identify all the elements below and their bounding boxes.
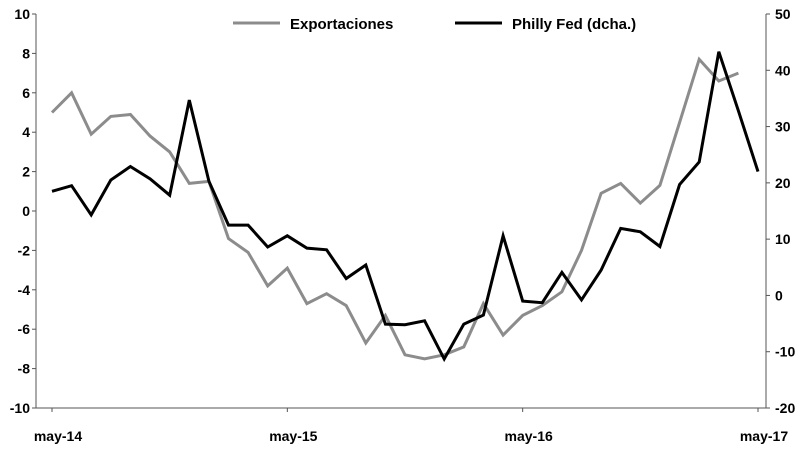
right-tick-label: -20 [775, 400, 795, 416]
series-line-exportaciones [50, 56, 739, 361]
legend-label-philly-fed: Philly Fed (dcha.) [512, 16, 636, 33]
right-tick-label: 40 [775, 62, 791, 78]
right-tick-label: 20 [775, 175, 791, 191]
x-tick-label: may-14 [34, 428, 82, 444]
left-tick-label: 8 [22, 45, 30, 61]
left-tick-label: 0 [22, 203, 30, 219]
x-tick-label: may-16 [505, 428, 553, 444]
right-tick-label: 50 [775, 6, 791, 22]
x-tick-label: may-15 [269, 428, 317, 444]
left-tick-label: 10 [14, 6, 30, 22]
right-tick-label: 0 [775, 287, 783, 303]
right-tick-label: 30 [775, 119, 791, 135]
legend-label-exportaciones: Exportaciones [290, 16, 393, 33]
left-tick-label: -2 [18, 242, 31, 258]
left-tick-label: -8 [18, 361, 31, 377]
right-tick-label: 10 [775, 231, 791, 247]
left-tick-label: 4 [22, 124, 30, 140]
left-tick-label: 2 [22, 164, 30, 180]
left-tick-label: -4 [18, 282, 31, 298]
series-line-philly-fed [51, 51, 760, 363]
right-tick-label: -10 [775, 344, 795, 360]
chart-axes: -10-8-6-4-20246810-20-1001020304050may-1… [10, 6, 796, 444]
left-tick-label: -6 [18, 321, 31, 337]
x-tick-label: may-17 [740, 428, 788, 444]
left-tick-label: 6 [22, 85, 30, 101]
chart-series-lines [50, 51, 760, 363]
chart-legend: Exportaciones Philly Fed (dcha.) [233, 16, 636, 33]
left-tick-label: -10 [10, 400, 30, 416]
